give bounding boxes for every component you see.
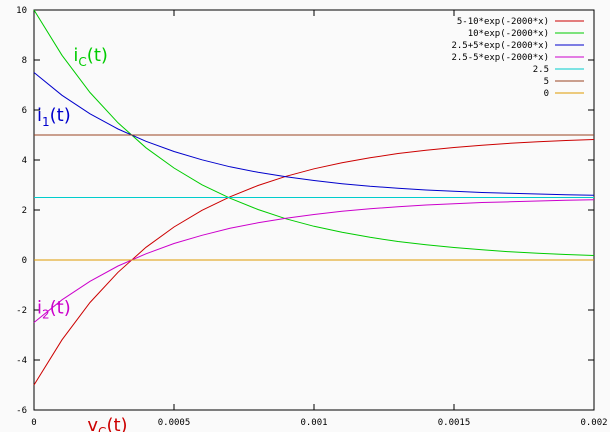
legend-entry-label: 2.5 [533, 65, 549, 75]
legend: 5-10*exp(-2000*x) 10*exp(-2000*x) 2.5+5*ex… [451, 17, 584, 99]
curve-label: iC(t) [73, 45, 108, 69]
curve-label: i2(t) [37, 298, 71, 322]
legend-entry-label: 5-10*exp(-2000*x) [457, 17, 549, 27]
y-tick-label: -4 [16, 356, 27, 366]
legend-entry-label: 5 [544, 77, 549, 87]
series-line [33, 72, 595, 196]
series-line [33, 139, 595, 386]
curve-label: i1(t) [37, 105, 71, 129]
y-tick-label: -6 [16, 406, 27, 416]
x-tick-label: 0.0005 [158, 418, 191, 428]
legend-entry-label: 10*exp(-2000*x) [468, 29, 549, 39]
plot-area [33, 9, 595, 411]
y-tick-label: 6 [22, 106, 27, 116]
x-tick-label: 0.0015 [438, 418, 471, 428]
x-tick-label: 0 [31, 418, 36, 428]
x-tick-label: 0.002 [580, 418, 607, 428]
curve-annotations: iC(t) i1(t) i2(t) vC(t) [37, 45, 128, 432]
y-tick-label: 0 [22, 256, 27, 266]
series-line [33, 199, 595, 323]
series-line [33, 9, 595, 256]
legend-entry-label: 0 [544, 89, 549, 99]
legend-entry-label: 2.5-5*exp(-2000*x) [451, 53, 549, 63]
curve-label: vC(t) [87, 415, 127, 432]
y-tick-label: 4 [22, 156, 27, 166]
legend-entry-label: 2.5+5*exp(-2000*x) [451, 41, 549, 51]
axis-ticks: 0 0.0005 0.001 0.0015 0.002 -6 -4 -2 0 2 4 6 8 10 [16, 6, 607, 428]
x-tick-label: 0.001 [300, 418, 327, 428]
y-tick-label: 10 [16, 6, 27, 16]
y-tick-label: 2 [22, 206, 27, 216]
series-lines [33, 9, 595, 386]
y-tick-label: 8 [22, 56, 27, 66]
y-tick-label: -2 [16, 306, 27, 316]
